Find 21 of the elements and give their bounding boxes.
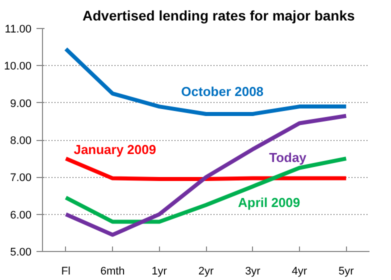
y-tick-label: 6.00 (10, 209, 32, 222)
series-label: January 2009 (74, 142, 156, 157)
y-tick-label: 7.00 (10, 172, 32, 184)
x-tick-label: 5yr (338, 266, 354, 278)
line-series (64, 46, 348, 116)
series-label: Today (269, 150, 308, 166)
y-tick-label: 11.00 (4, 24, 32, 36)
y-tick-label: 8.00 (10, 135, 32, 147)
y-tick-label: 5.00 (10, 246, 32, 258)
line-series (64, 114, 348, 237)
x-tick-label: 1yr (152, 266, 168, 278)
y-tick-label: 10.00 (4, 60, 32, 73)
chart-title: Advertised lending rates for major banks (82, 8, 356, 24)
x-tick-label: 3yr (245, 266, 261, 278)
y-tick-label: 9.00 (10, 98, 32, 110)
x-tick-label: 2yr (198, 266, 214, 278)
x-tick-label: 6mth (100, 266, 125, 278)
series-label: October 2008 (181, 84, 264, 100)
x-tick-label: Fl (61, 266, 70, 278)
series-label: April 2009 (238, 194, 300, 210)
x-tick-label: 4yr (292, 266, 308, 278)
